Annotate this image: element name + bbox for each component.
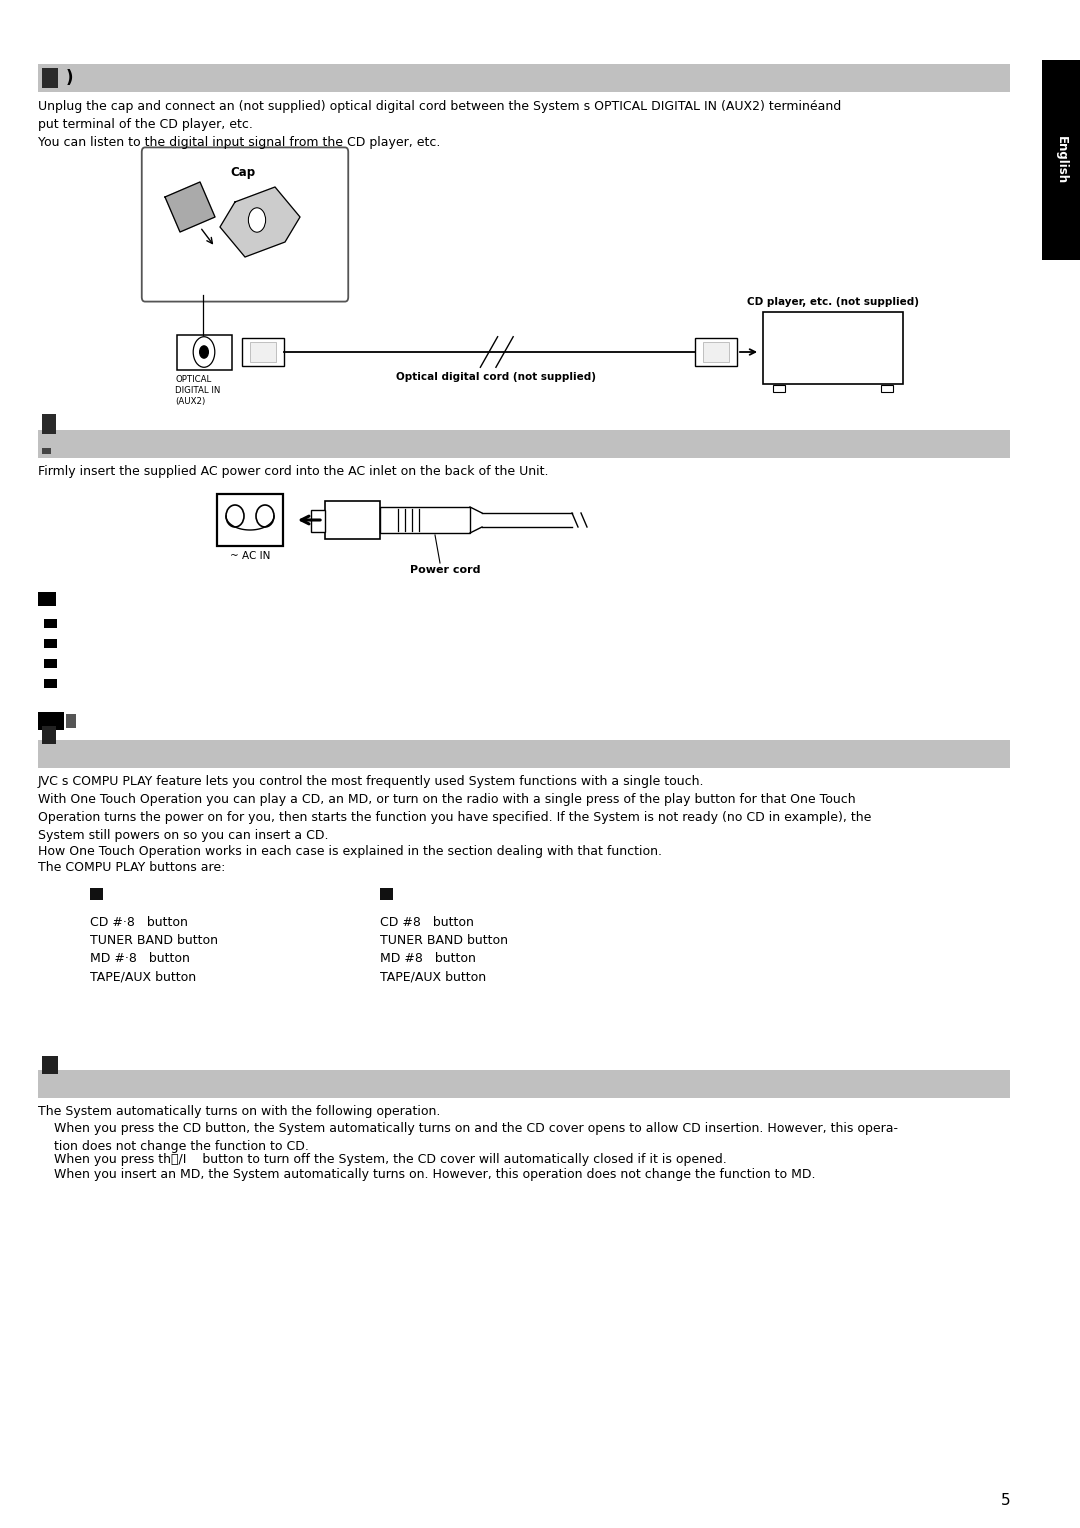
Bar: [42, 414, 56, 434]
Bar: [703, 342, 729, 362]
Text: With One Touch Operation you can play a CD, an MD, or turn on the radio with a s: With One Touch Operation you can play a …: [38, 793, 855, 805]
Bar: [42, 1056, 58, 1074]
Text: TUNER BAND button: TUNER BAND button: [90, 934, 218, 947]
Text: Cap: Cap: [230, 167, 255, 179]
Bar: [177, 335, 232, 370]
Bar: [44, 619, 57, 628]
Bar: [90, 888, 103, 900]
Circle shape: [248, 208, 266, 232]
Bar: [42, 69, 58, 89]
Bar: [44, 659, 57, 668]
Bar: [217, 494, 283, 545]
Bar: [38, 429, 1010, 458]
Bar: [249, 342, 276, 362]
Bar: [762, 312, 903, 384]
Bar: [380, 507, 470, 533]
Text: ): ): [66, 69, 73, 87]
Polygon shape: [165, 182, 215, 232]
Text: The COMPU PLAY buttons are:: The COMPU PLAY buttons are:: [38, 860, 226, 874]
Bar: [66, 714, 76, 727]
Text: The System automatically turns on with the following operation.: The System automatically turns on with t…: [38, 1105, 441, 1118]
Bar: [42, 448, 51, 454]
Text: Power cord: Power cord: [409, 565, 481, 575]
Text: You can listen to the digital input signal from the CD player, etc.: You can listen to the digital input sign…: [38, 136, 441, 150]
Text: English: English: [1054, 136, 1067, 183]
Text: tion does not change the function to CD.: tion does not change the function to CD.: [38, 1140, 309, 1154]
Text: How One Touch Operation works in each case is explained in the section dealing w: How One Touch Operation works in each ca…: [38, 845, 662, 859]
Text: ~ AC IN: ~ AC IN: [230, 552, 270, 561]
Bar: [44, 678, 57, 688]
Text: put terminal of the CD player, etc.: put terminal of the CD player, etc.: [38, 118, 253, 131]
Circle shape: [200, 345, 208, 358]
Polygon shape: [220, 186, 300, 257]
Text: When you insert an MD, the System automatically turns on. However, this operatio: When you insert an MD, the System automa…: [38, 1167, 815, 1181]
Text: 5: 5: [1000, 1493, 1010, 1508]
Text: System still powers on so you can insert a CD.: System still powers on so you can insert…: [38, 830, 328, 842]
Text: OPTICAL
DIGITAL IN
(AUX2): OPTICAL DIGITAL IN (AUX2): [175, 374, 220, 406]
Bar: [38, 64, 1010, 92]
Text: Optical digital cord (not supplied): Optical digital cord (not supplied): [396, 371, 596, 382]
Text: CD #8   button: CD #8 button: [380, 915, 474, 929]
Text: JVC s COMPU PLAY feature lets you control the most frequently used System functi: JVC s COMPU PLAY feature lets you contro…: [38, 775, 704, 788]
Bar: [42, 726, 56, 744]
Text: MD #·8   button: MD #·8 button: [90, 952, 190, 966]
Text: Operation turns the power on for you, then starts the function you have specifie: Operation turns the power on for you, th…: [38, 811, 872, 824]
Text: Firmly insert the supplied AC power cord into the AC inlet on the back of the Un: Firmly insert the supplied AC power cord…: [38, 465, 549, 478]
Bar: [38, 740, 1010, 769]
Bar: [38, 1070, 1010, 1099]
Bar: [696, 338, 737, 367]
Bar: [773, 385, 785, 393]
Text: When you press th⏻/I    button to turn off the System, the CD cover will automat: When you press th⏻/I button to turn off …: [38, 1154, 727, 1166]
Text: CD #·8   button: CD #·8 button: [90, 915, 188, 929]
Bar: [881, 385, 893, 393]
FancyBboxPatch shape: [141, 147, 348, 301]
Text: MD #8   button: MD #8 button: [380, 952, 476, 966]
Text: TUNER BAND button: TUNER BAND button: [380, 934, 508, 947]
Ellipse shape: [226, 504, 244, 527]
Bar: [44, 639, 57, 648]
Text: When you press the CD button, the System automatically turns on and the CD cover: When you press the CD button, the System…: [38, 1122, 897, 1135]
Bar: [1042, 60, 1080, 260]
Text: TAPE/AUX button: TAPE/AUX button: [90, 970, 197, 983]
Bar: [311, 510, 325, 532]
Text: TAPE/AUX button: TAPE/AUX button: [380, 970, 486, 983]
Bar: [242, 338, 284, 367]
Bar: [380, 888, 393, 900]
Bar: [38, 591, 56, 607]
Ellipse shape: [256, 504, 274, 527]
Text: Unplug the cap and connect an (not supplied) optical digital cord between the Sy: Unplug the cap and connect an (not suppl…: [38, 99, 841, 113]
Text: CD player, etc. (not supplied): CD player, etc. (not supplied): [747, 296, 919, 307]
Bar: [325, 501, 380, 539]
Bar: [38, 712, 64, 730]
